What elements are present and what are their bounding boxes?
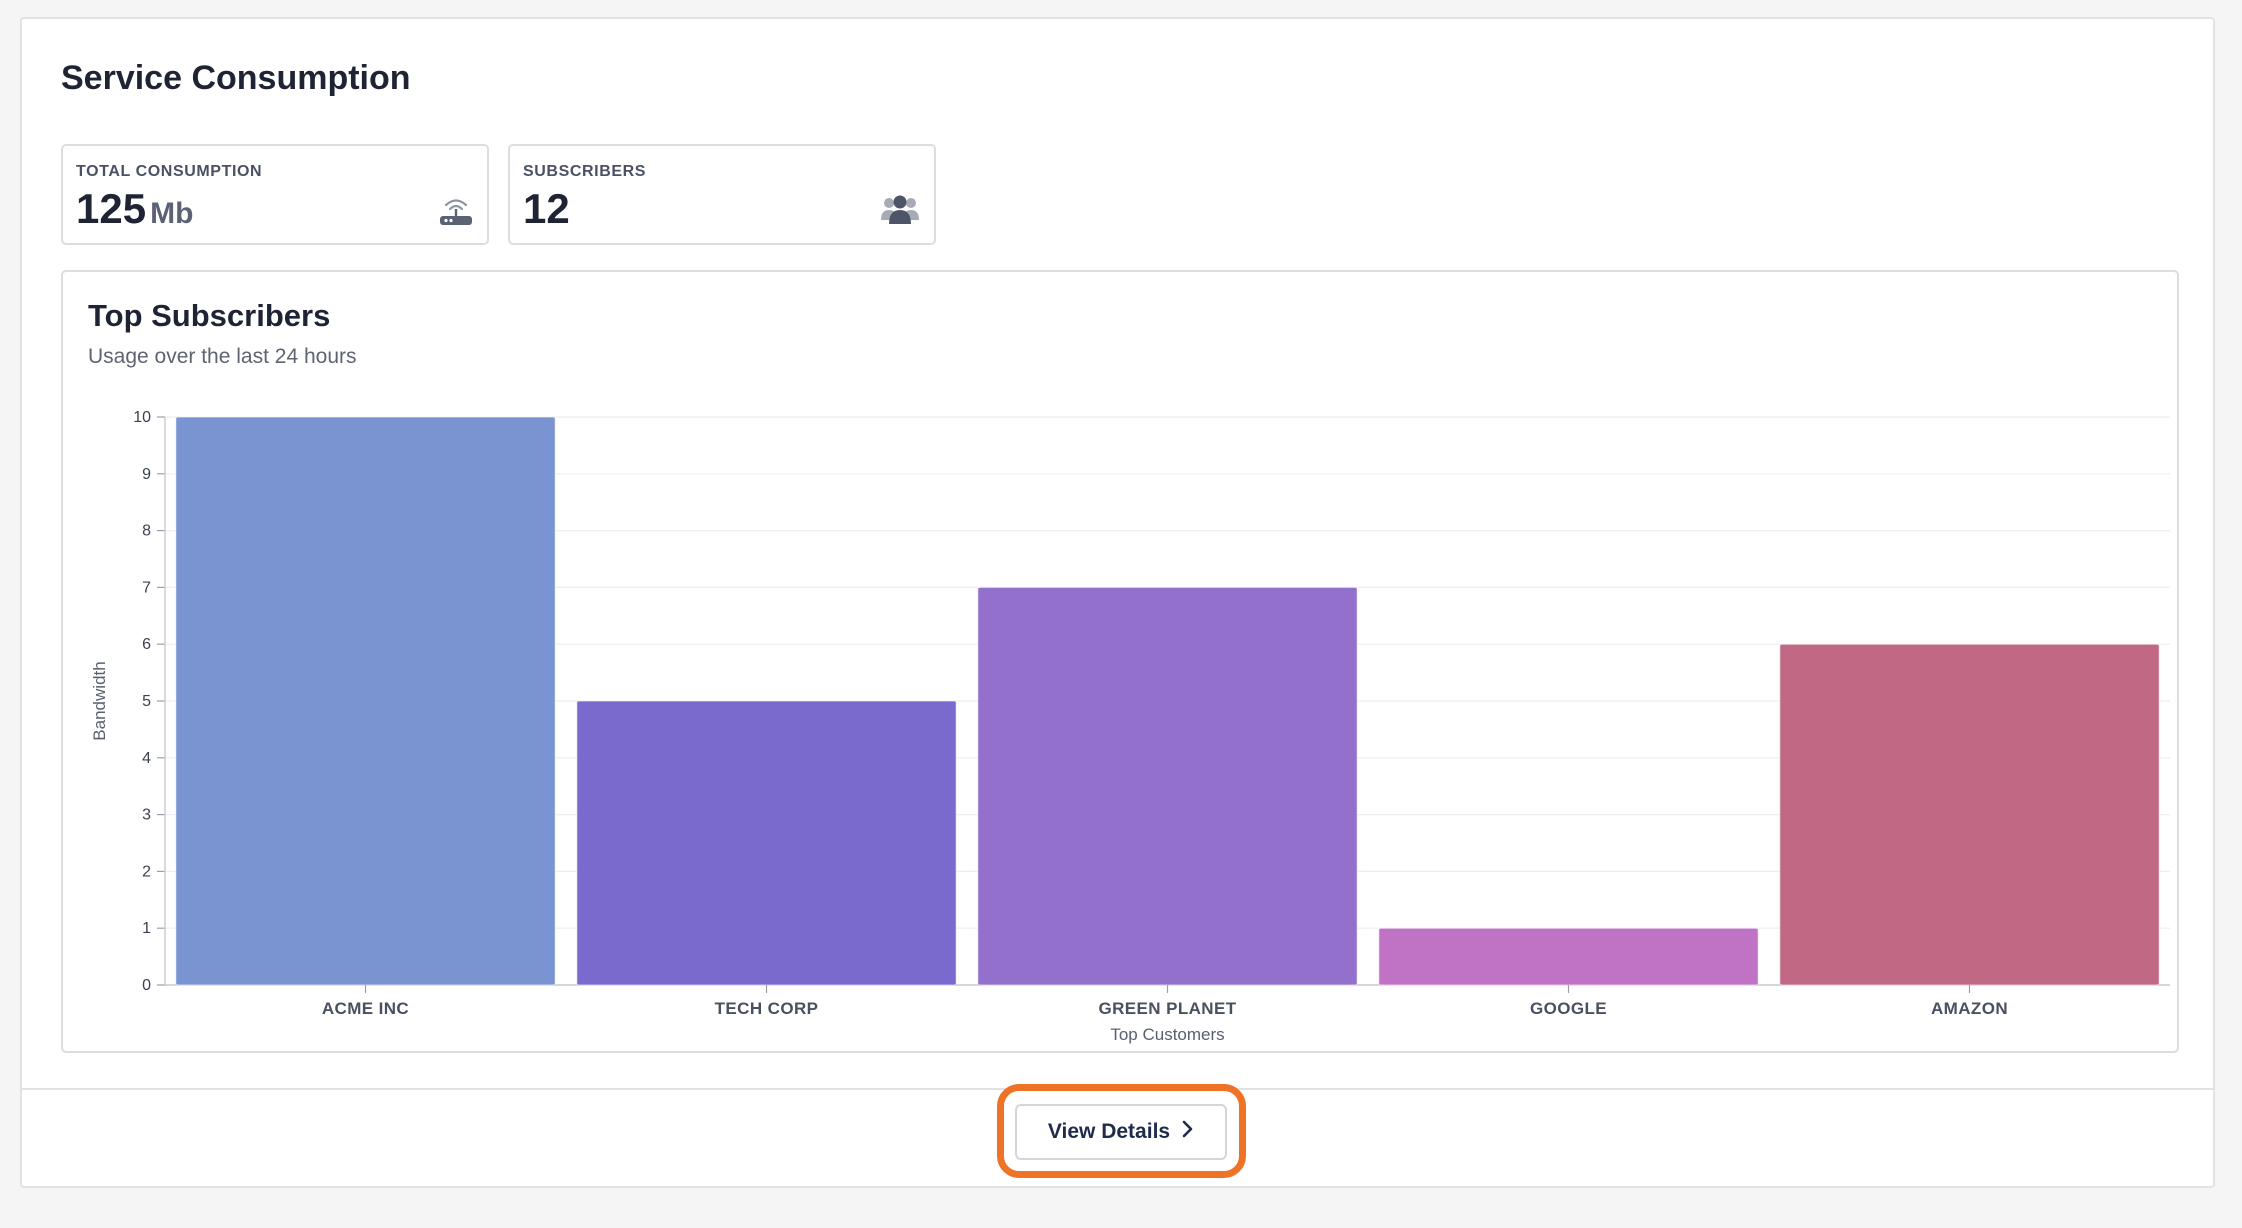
y-tick-label: 10	[133, 409, 151, 426]
x-axis-title: Top Customers	[1110, 1025, 1224, 1044]
subscribers-label: SUBSCRIBERS	[523, 163, 647, 180]
bar-tech-corp	[576, 700, 957, 986]
subscribers-stat: SUBSCRIBERS 12	[508, 144, 936, 245]
users-icon	[880, 194, 920, 231]
y-tick-label: 4	[142, 750, 151, 767]
x-tick-label: GOOGLE	[1530, 999, 1607, 1018]
y-tick-label: 3	[142, 807, 151, 824]
view-details-label: View Details	[1047, 1120, 1171, 1143]
bar-google	[1378, 927, 1759, 986]
y-axis-title: Bandwidth	[90, 661, 109, 740]
total-consumption-label: TOTAL CONSUMPTION	[76, 163, 263, 180]
chart-title: Top Subscribers	[88, 298, 331, 333]
card-footer: View Details	[22, 1084, 2213, 1186]
card-title: Service Consumption	[61, 59, 411, 97]
y-tick-label: 6	[142, 636, 151, 653]
total-consumption-value: 125 Mb	[76, 185, 193, 233]
view-details-button[interactable]: View Details	[1015, 1104, 1227, 1160]
total-consumption-number: 125	[76, 185, 147, 232]
x-tick-label: ACME INC	[322, 999, 409, 1018]
chart-subtitle: Usage over the last 24 hours	[88, 345, 357, 368]
highlight-outline	[997, 1084, 1246, 1178]
subscribers-value: 12	[523, 185, 570, 232]
y-tick-label: 9	[142, 466, 151, 483]
x-tick-label: AMAZON	[1931, 999, 2008, 1018]
bar-chart: 0 1 2 3 4 5 6 7 8 9 10 ACME INC TECH CORP GREEN PLANE…	[90, 409, 2170, 1044]
chevron-right-icon	[1180, 1119, 1194, 1145]
y-tick-label: 7	[142, 579, 151, 596]
router-icon	[439, 194, 473, 231]
y-tick-label: 0	[142, 977, 151, 994]
x-tick-label: GREEN PLANET	[1099, 999, 1237, 1018]
y-tick-label: 8	[142, 523, 151, 540]
total-consumption-unit: Mb	[150, 197, 194, 230]
bar-green-planet	[977, 586, 1358, 986]
bar-acme-inc	[175, 416, 556, 986]
bar-amazon	[1779, 643, 2160, 986]
service-consumption-card: Service Consumption TOTAL CONSUMPTION 12…	[20, 17, 2215, 1188]
top-subscribers-chart-panel: Top Subscribers Usage over the last 24 h…	[61, 270, 2179, 1053]
y-tick-label: 1	[142, 920, 151, 937]
x-tick-label: TECH CORP	[715, 999, 819, 1018]
total-consumption-stat: TOTAL CONSUMPTION 125 Mb	[61, 144, 489, 245]
y-tick-label: 2	[142, 863, 151, 880]
y-tick-label: 5	[142, 693, 151, 710]
